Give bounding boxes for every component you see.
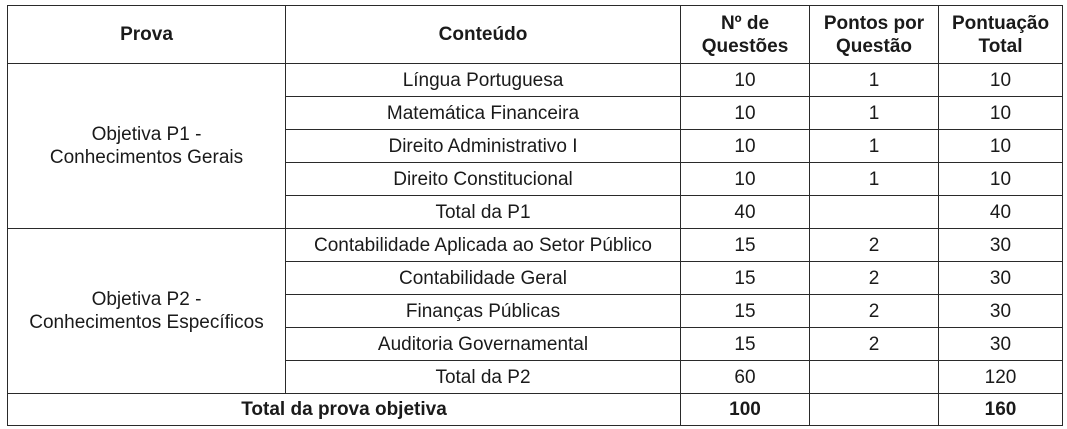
conteudo-cell: Auditoria Governamental [285,327,681,361]
total-cell: 30 [938,228,1063,262]
pontos-cell: 1 [809,63,939,97]
questoes-cell: 10 [680,63,810,97]
pontos-cell: 1 [809,162,939,196]
conteudo-cell: Total da P1 [285,195,681,229]
conteudo-cell: Matemática Financeira [285,96,681,130]
header-num-questoes-line2: Questões [701,35,789,57]
conteudo-cell: Total da P2 [285,360,681,394]
subtotal-row-p2: Total da P2 60 120 [8,360,1063,394]
conteudo-cell: Contabilidade Aplicada ao Setor Público [285,228,681,262]
exam-structure-table: Prova Conteúdo Nº de Questões Pontos por… [7,5,1063,426]
grand-total-total: 160 [938,393,1063,426]
header-pontuacao-total: Pontuação Total [938,5,1063,64]
grand-total-questoes: 100 [680,393,810,426]
pontos-cell: 2 [809,228,939,262]
conteudo-cell: Língua Portuguesa [285,63,681,97]
table-row: Direito Constitucional 10 1 10 [8,162,1063,196]
pontos-cell: 2 [809,261,939,295]
total-cell: 120 [938,360,1063,394]
total-cell: 30 [938,261,1063,295]
header-num-questoes-line1: Nº de [720,12,770,34]
conteudo-cell: Contabilidade Geral [285,261,681,295]
pontos-cell [809,360,939,394]
table-row: Finanças Públicas 15 2 30 [8,294,1063,328]
total-cell: 10 [938,129,1063,163]
header-pontuacao-line1: Pontuação [951,12,1050,34]
prova-cell-p2: Objetiva P2 - Conhecimentos Específicos [7,228,286,394]
table-row: Objetiva P1 - Conhecimentos Gerais Língu… [7,63,1063,229]
table-row: Direito Administrativo I 10 1 10 [8,129,1063,163]
grand-total-label: Total da prova objetiva [7,393,681,426]
grand-total-row: Total da prova objetiva 100 160 [7,393,1063,426]
header-num-questoes: Nº de Questões [680,5,810,64]
pontos-cell [809,195,939,229]
pontos-cell: 1 [809,129,939,163]
total-cell: 10 [938,63,1063,97]
header-row: Prova Conteúdo Nº de Questões Pontos por… [7,5,1063,64]
total-cell: 30 [938,327,1063,361]
header-pontos-por-questao: Pontos por Questão [809,5,939,64]
pontos-cell: 2 [809,294,939,328]
questoes-cell: 15 [680,327,810,361]
header-conteudo: Conteúdo [285,5,681,64]
conteudo-cell: Finanças Públicas [285,294,681,328]
conteudo-cell: Direito Constitucional [285,162,681,196]
total-cell: 10 [938,96,1063,130]
header-prova: Prova [7,5,286,64]
questoes-cell: 10 [680,129,810,163]
total-cell: 40 [938,195,1063,229]
header-pontos-line1: Pontos por [823,12,925,34]
prova-cell-p1: Objetiva P1 - Conhecimentos Gerais [7,63,286,229]
total-cell: 10 [938,162,1063,196]
table-row: Matemática Financeira 10 1 10 [8,96,1063,130]
questoes-cell: 15 [680,294,810,328]
conteudo-cell: Direito Administrativo I [285,129,681,163]
questoes-cell: 60 [680,360,810,394]
questoes-cell: 10 [680,162,810,196]
header-pontos-line2: Questão [835,35,913,57]
pontos-cell: 1 [809,96,939,130]
grand-total-pontos [809,393,939,426]
total-cell: 30 [938,294,1063,328]
questoes-cell: 40 [680,195,810,229]
subtotal-row-p1: Total da P1 40 40 [8,195,1063,229]
table-row: Objetiva P2 - Conhecimentos Específicos … [7,228,1063,394]
header-pontuacao-line2: Total [978,35,1023,57]
questoes-cell: 15 [680,261,810,295]
pontos-cell: 2 [809,327,939,361]
questoes-cell: 15 [680,228,810,262]
questoes-cell: 10 [680,96,810,130]
